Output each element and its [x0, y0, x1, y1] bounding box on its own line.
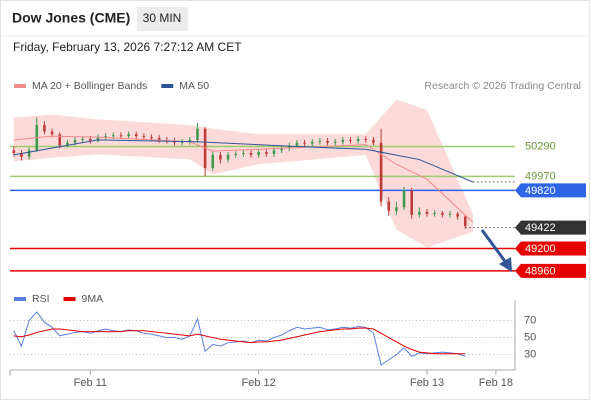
candle-body	[395, 207, 398, 212]
datetime: Friday, February 13, 2026 7:27:12 AM CET	[13, 40, 242, 54]
price-tag	[515, 220, 586, 235]
candle-body	[402, 190, 406, 208]
level-label: 50290	[525, 140, 556, 152]
price-tag	[515, 241, 586, 256]
candle-body	[441, 212, 444, 215]
price-tag	[515, 263, 586, 278]
candle-body	[456, 213, 459, 217]
ma-line	[13, 139, 474, 183]
price-tag-label: 48960	[525, 265, 556, 277]
candle-body	[12, 150, 16, 154]
candle-body	[43, 124, 46, 132]
candle-body	[272, 150, 276, 154]
y-tick-label: 50	[524, 331, 536, 343]
candle-body	[387, 201, 391, 212]
forecast-arrow	[480, 229, 509, 265]
candle-body	[341, 139, 345, 142]
instrument-title: Dow Jones (CME)	[12, 10, 130, 26]
candle-body	[157, 138, 161, 140]
forecast-arrowhead	[499, 257, 512, 272]
candle-body	[257, 152, 260, 155]
candle-body	[295, 142, 299, 146]
candle-body	[73, 139, 77, 143]
x-tick-label: Feb 18	[479, 377, 513, 389]
interval[interactable]: 30 MIN	[143, 11, 182, 25]
candle-body	[96, 137, 100, 141]
price-tag-label: 49422	[525, 222, 556, 234]
candle-body	[142, 136, 146, 138]
price-tag-label: 49820	[525, 185, 556, 197]
candle-body	[180, 141, 184, 143]
candle-body	[188, 139, 192, 142]
candle-body	[66, 142, 69, 146]
candle-body	[318, 140, 322, 142]
candle-body	[448, 213, 452, 215]
y-tick-label: 70	[524, 314, 536, 326]
legend-swatch	[161, 84, 174, 88]
candle-body	[433, 212, 436, 214]
candle-body	[410, 190, 414, 215]
rsi-line	[13, 327, 466, 355]
x-tick-label: Feb 13	[410, 377, 444, 389]
interval-badge[interactable]	[137, 7, 188, 31]
candle-body	[50, 131, 54, 135]
legend-label: MA 50	[179, 80, 209, 92]
candle-body	[372, 139, 375, 143]
candle-body	[349, 139, 352, 141]
legend-label: MA 20 + Bollinger Bands	[32, 80, 147, 92]
candle-body	[211, 154, 215, 168]
candle-body	[310, 141, 314, 144]
y-tick-label: 30	[524, 349, 536, 361]
candle-body	[111, 135, 115, 137]
legend-label: RSI	[32, 293, 50, 305]
candle-body	[379, 142, 383, 202]
candle-body	[150, 137, 153, 139]
candle-body	[326, 140, 329, 143]
candle-body	[287, 145, 291, 149]
candle-body	[196, 128, 199, 140]
ma-line	[13, 135, 474, 223]
candle-body	[242, 153, 245, 155]
candle-body	[89, 138, 92, 141]
legend-swatch	[14, 84, 26, 88]
candle-body	[356, 138, 360, 141]
candle-body	[81, 138, 84, 140]
candle-body	[234, 153, 238, 155]
legend-label: 9MA	[82, 293, 104, 305]
candle-body	[27, 150, 31, 157]
candle-body	[303, 142, 306, 144]
candle-body	[20, 153, 23, 157]
candle-body	[226, 154, 230, 160]
x-tick-label: Feb 12	[242, 377, 276, 389]
candle-body	[119, 135, 123, 137]
level-label: 49970	[525, 170, 556, 182]
price-tag	[515, 183, 586, 198]
candle-body	[418, 211, 421, 215]
candle-body	[134, 134, 138, 137]
candle-body	[58, 134, 62, 146]
candle-body	[333, 141, 337, 143]
credit: Research © 2026 Trading Central	[424, 80, 581, 92]
candle-body	[104, 136, 107, 138]
candle-body	[280, 148, 283, 151]
candle-body	[364, 138, 368, 140]
x-tick-label: Feb 11	[74, 377, 107, 389]
candle-body	[127, 134, 130, 137]
legend-swatch	[63, 297, 76, 301]
candle-body	[219, 154, 222, 160]
candle-body	[463, 216, 467, 226]
legend-swatch	[14, 297, 26, 301]
candle-body	[249, 153, 253, 155]
candle-body	[425, 211, 429, 214]
price-tag-label: 49200	[525, 243, 556, 255]
candle-body	[265, 152, 268, 154]
